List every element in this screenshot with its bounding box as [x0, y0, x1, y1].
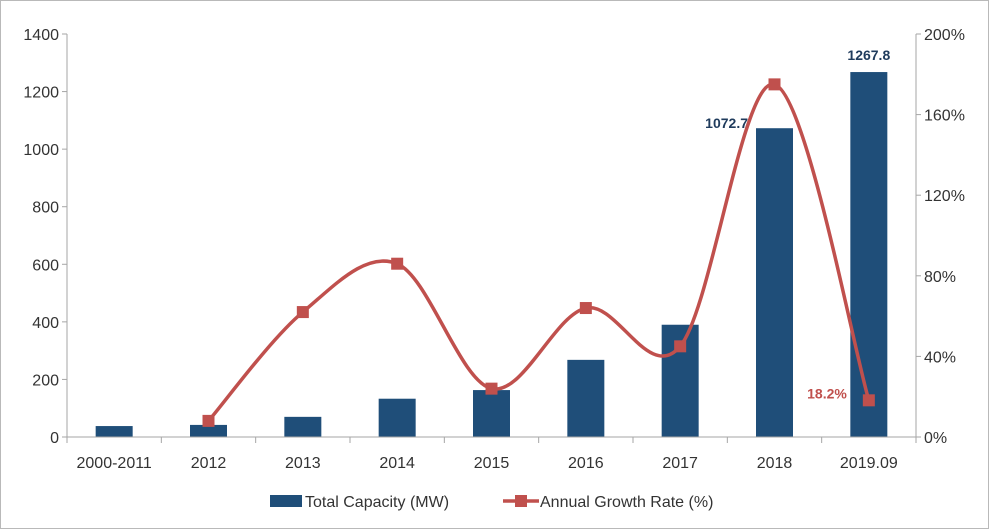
x-tick-label: 2014: [379, 455, 415, 472]
line-series: [202, 78, 875, 427]
legend: Total Capacity (MW) Annual Growth Rate (…: [270, 494, 713, 511]
x-tick-label: 2000-2011: [77, 455, 152, 472]
legend-label-growth-rate: Annual Growth Rate (%): [540, 494, 713, 511]
legend-label-total-capacity: Total Capacity (MW): [305, 494, 449, 511]
data-label: 18.2%: [807, 385, 847, 401]
growth-rate-marker: [391, 257, 404, 270]
legend-swatch-total-capacity: [270, 495, 302, 507]
bar: [378, 398, 416, 437]
bar: [190, 424, 227, 437]
bar: [473, 390, 510, 437]
growth-rate-marker: [862, 394, 875, 407]
y-tick-label: 800: [32, 200, 59, 217]
x-tick-label: 2012: [191, 455, 227, 472]
growth-rate-marker: [579, 302, 592, 315]
bar: [850, 72, 888, 437]
y-tick-label: 1200: [23, 85, 59, 102]
x-tick-label: 2015: [474, 455, 510, 472]
growth-rate-marker: [485, 382, 498, 395]
growth-rate-marker: [768, 78, 781, 91]
data-labels: 1072.7 1267.8 18.2%: [705, 47, 890, 401]
y2-tick-label: 40%: [924, 349, 956, 366]
y2-tick-label: 160%: [924, 108, 965, 125]
x-tick-label: 2018: [757, 455, 793, 472]
y2-tick-label: 80%: [924, 269, 956, 286]
x-tick-label: 2017: [662, 455, 698, 472]
growth-rate-marker: [674, 340, 687, 353]
y-tick-label: 0: [50, 430, 59, 447]
data-label: 1072.7: [705, 115, 748, 131]
growth-rate-marker: [296, 306, 309, 319]
bar: [756, 128, 793, 437]
y-tick-label: 200: [32, 372, 59, 389]
bar: [95, 426, 133, 437]
bar: [567, 359, 605, 437]
data-label: 1267.8: [847, 47, 890, 63]
y-tick-label: 600: [32, 257, 59, 274]
x-tick-label: 2016: [568, 455, 604, 472]
y2-tick-label: 200%: [924, 27, 965, 44]
y-tick-label: 1000: [23, 142, 59, 159]
x-tick-label: 2019.09: [840, 455, 898, 472]
y2-tick-label: 120%: [924, 188, 965, 205]
axes: 0 200 400 600 800 1000 1200 1400 0% 40% 80% 120% 160…: [23, 27, 965, 472]
bar: [284, 416, 322, 437]
growth-rate-marker: [202, 414, 215, 427]
bar-series: [95, 72, 888, 437]
legend-swatch-growth-rate-marker: [515, 495, 527, 507]
x-tick-label: 2013: [285, 455, 321, 472]
y2-tick-label: 0%: [924, 430, 947, 447]
y-tick-label: 1400: [23, 27, 59, 44]
y-tick-label: 400: [32, 315, 59, 332]
